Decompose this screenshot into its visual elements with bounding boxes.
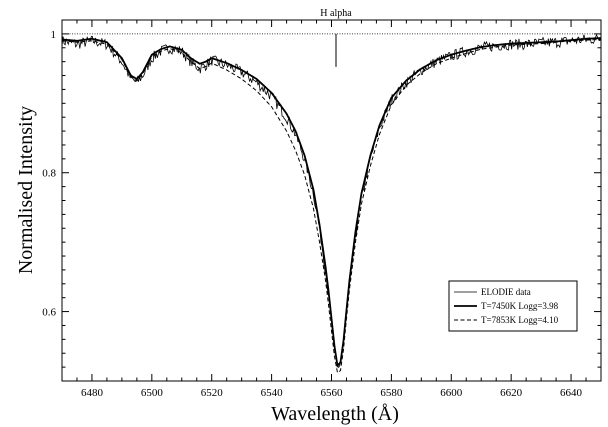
y-axis-label: Normalised Intensity — [15, 106, 37, 274]
x-tick-label: 6620 — [500, 387, 523, 399]
x-tick-label: 6580 — [380, 387, 403, 399]
x-tick-label: 6640 — [560, 387, 583, 399]
x-axis-ticks: 6480 6500 6520 6540 6560 6580 6600 6620 6640 — [61, 20, 602, 399]
x-tick-label: 6520 — [201, 387, 224, 399]
h-alpha-label: H alpha — [320, 8, 352, 19]
series-line-2 — [62, 37, 601, 368]
y-tick-label: 1 — [51, 29, 57, 41]
legend: ELODIE data T=7450K Logg=3.98 T=7853K Logg… — [448, 280, 578, 332]
x-axis-label: Wavelength (Å) — [271, 403, 399, 425]
x-tick-label: 6540 — [261, 387, 284, 399]
x-tick-label: 6480 — [81, 387, 104, 399]
y-tick-label: 0.8 — [42, 168, 56, 180]
legend-label-2: T=7450K Logg=3.98 — [481, 301, 559, 311]
series-line-3 — [62, 38, 601, 374]
legend-label-1: ELODIE data — [481, 287, 531, 297]
x-tick-label: 6560 — [321, 387, 344, 399]
x-tick-label: 6600 — [440, 387, 463, 399]
y-axis-ticks: 0.6 0.8 1 — [42, 29, 601, 382]
legend-label-3: T=7853K Logg=4.10 — [481, 315, 559, 325]
y-tick-label: 0.6 — [42, 307, 56, 319]
x-tick-label: 6500 — [141, 387, 164, 399]
